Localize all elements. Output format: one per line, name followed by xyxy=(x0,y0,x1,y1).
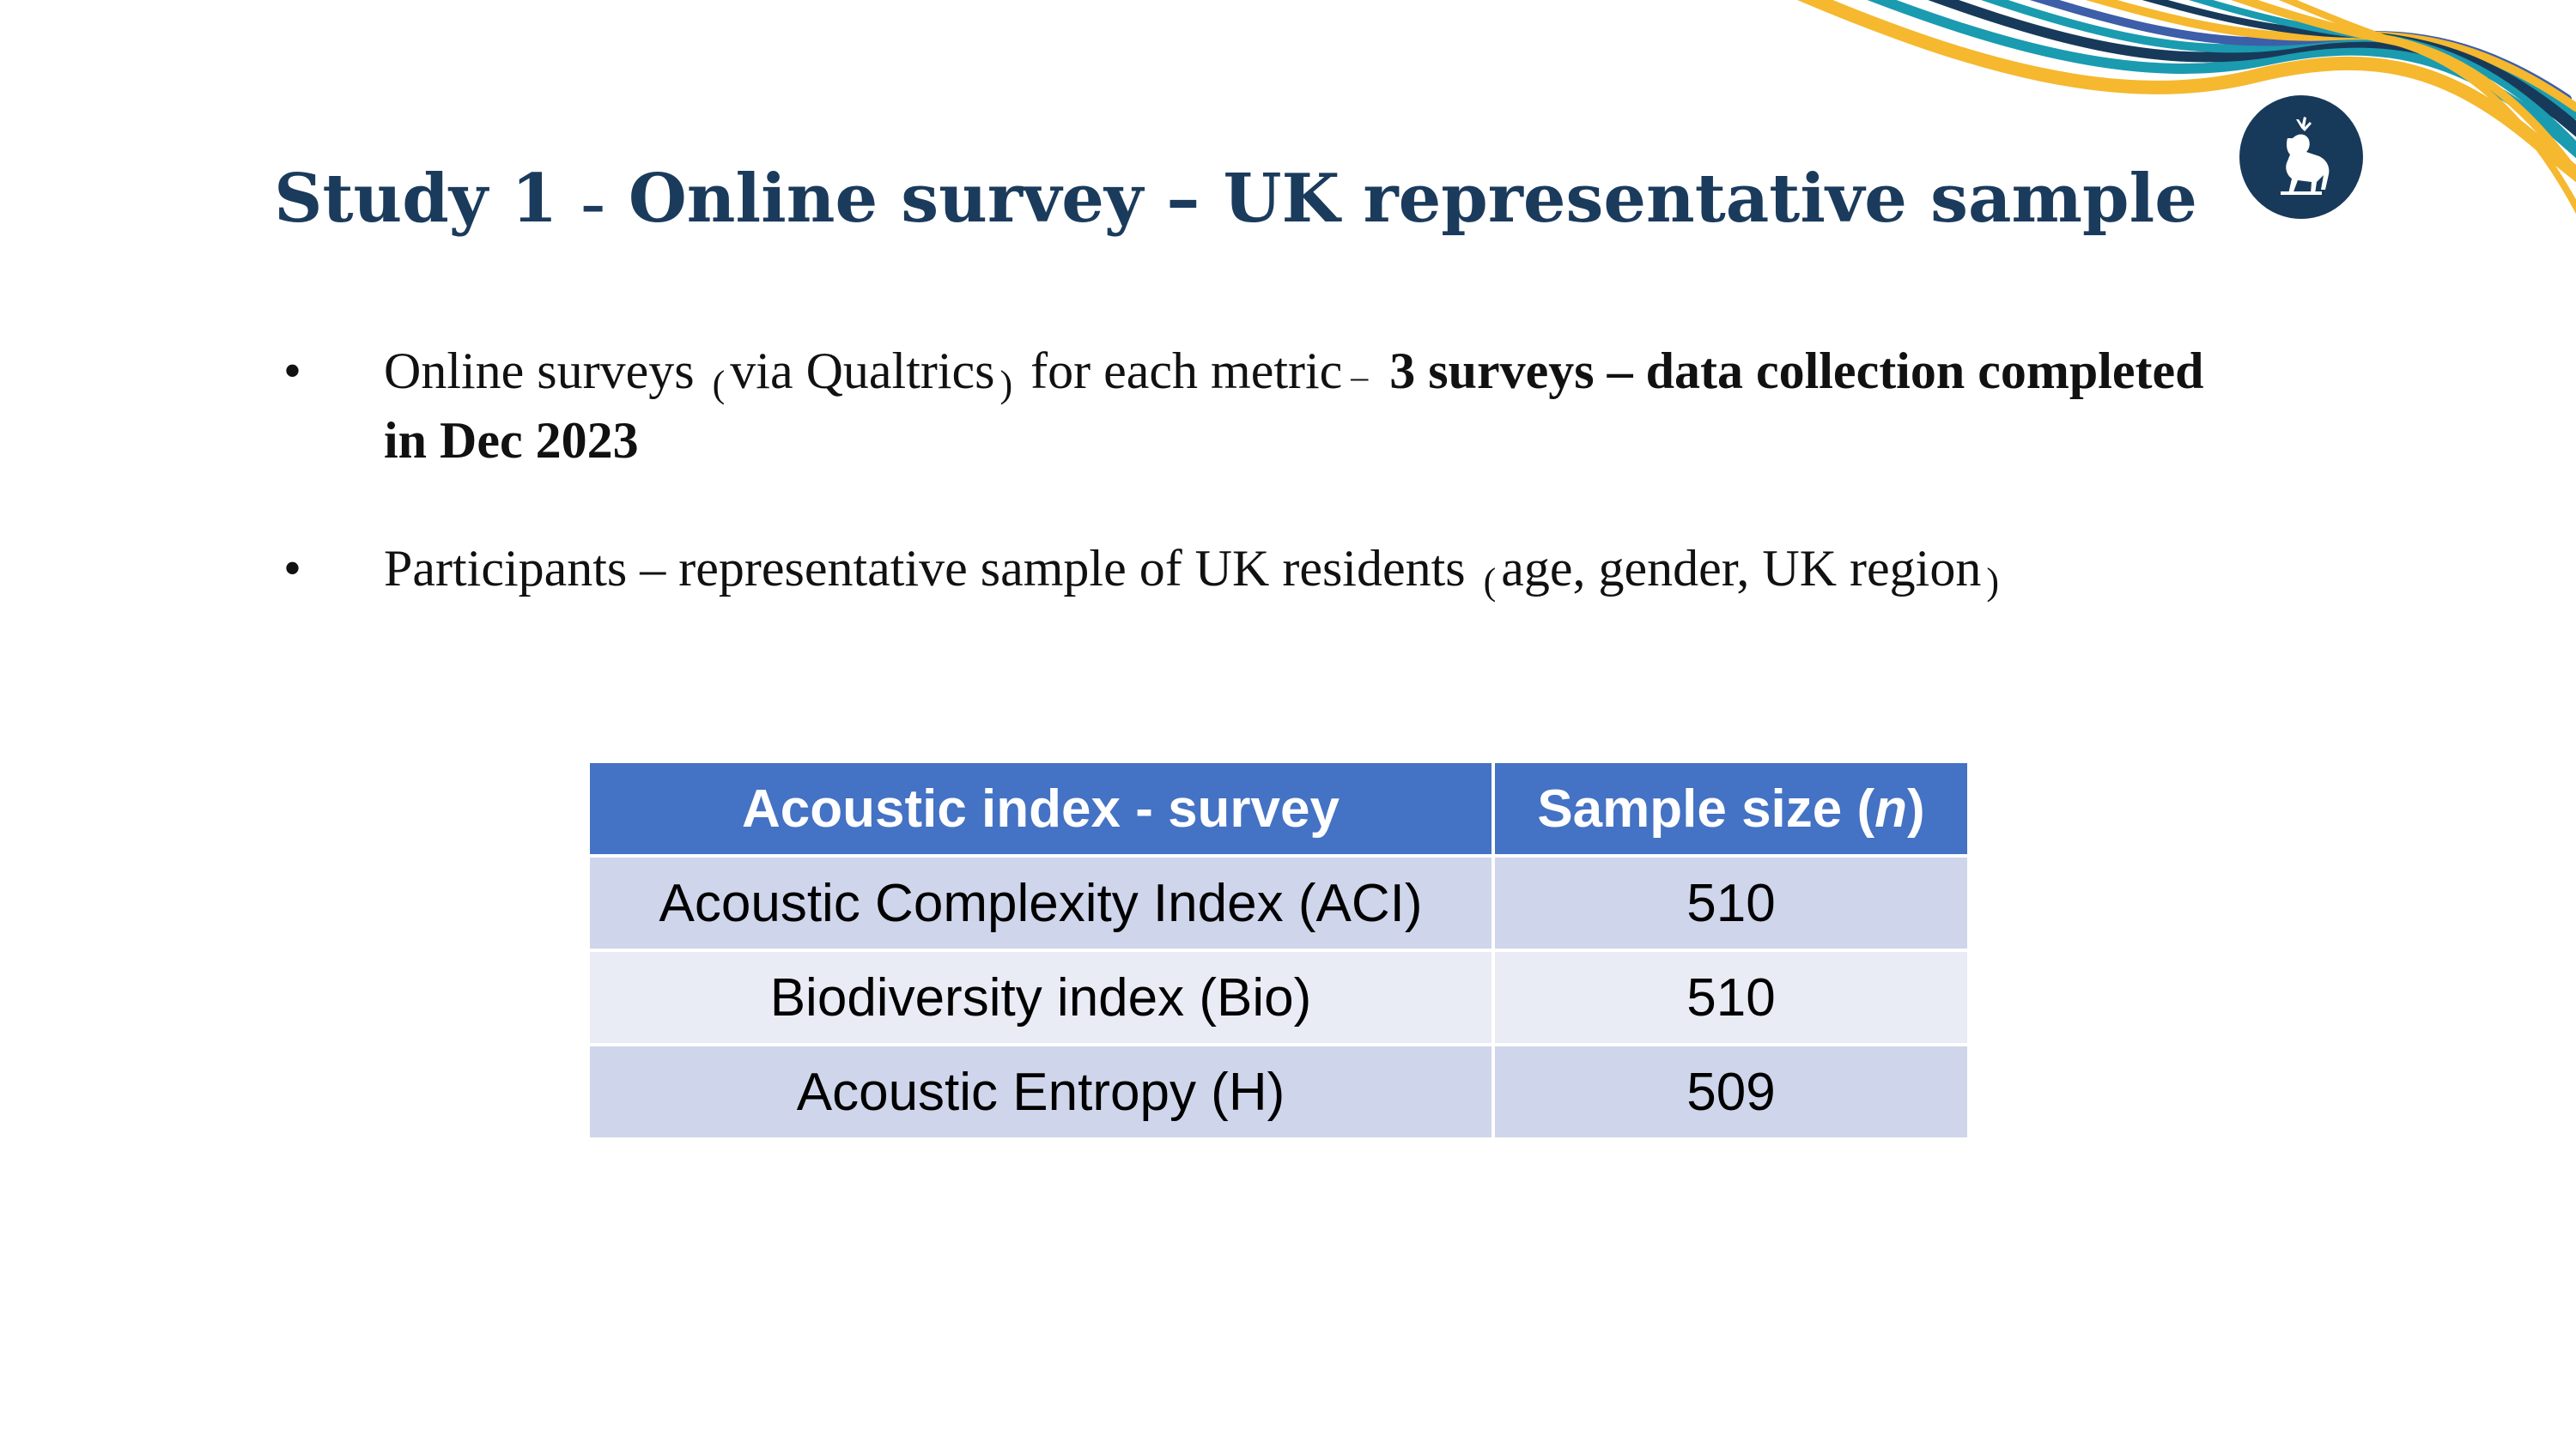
bullet-item-surveys: • Online surveys (via Qualtrics) for eac… xyxy=(283,339,2258,473)
bullet-marker: • xyxy=(283,540,302,597)
stag-crest-icon xyxy=(2281,117,2330,195)
cell-n: 510 xyxy=(1492,854,1971,952)
paren-open: ( xyxy=(712,363,726,405)
table-row: Acoustic Entropy (H) 509 xyxy=(586,1043,1971,1141)
header-sample-size: Sample size (n) xyxy=(1492,760,1971,858)
cell-index: Biodiversity index (Bio) xyxy=(586,949,1495,1046)
title-dash-2: – xyxy=(1166,160,1200,238)
sample-size-table: Acoustic index - survey Sample size (n) … xyxy=(586,760,1971,1141)
title-dash-1: – xyxy=(580,177,605,233)
cell-index: Acoustic Complexity Index (ACI) xyxy=(586,854,1495,952)
paren-close: ) xyxy=(999,363,1013,405)
bullet-bold-text: 3 surveys – data collection completed in… xyxy=(384,343,2204,469)
table-row: Acoustic Complexity Index (ACI) 510 xyxy=(586,854,1971,952)
table-row: Biodiversity index (Bio) 510 xyxy=(586,949,1971,1046)
cell-n: 510 xyxy=(1492,949,1971,1046)
title-part-study: Study 1 xyxy=(274,160,558,238)
header-sample-size-n: n xyxy=(1874,779,1908,839)
header-sample-size-suffix: ) xyxy=(1907,779,1925,839)
bullet-text-b: age, gender, UK region xyxy=(1501,540,1982,597)
bullet-text-b: via Qualtrics xyxy=(730,343,995,399)
header-acoustic-index: Acoustic index - survey xyxy=(586,760,1495,858)
header-sample-size-prefix: Sample size ( xyxy=(1537,779,1875,839)
cell-n: 509 xyxy=(1492,1043,1971,1141)
slide-title: Study 1 – Online survey – UK representat… xyxy=(0,156,2471,248)
title-part-sample: UK representative sample xyxy=(1223,160,2197,238)
title-part-survey: Online survey xyxy=(628,160,1144,238)
bullet-text-a: Online surveys xyxy=(384,343,695,399)
paren-close: ) xyxy=(1986,561,1999,603)
cell-index: Acoustic Entropy (H) xyxy=(586,1043,1495,1141)
bullet-marker: • xyxy=(283,343,302,399)
bullet-text-a: Participants – representative sample of … xyxy=(384,540,1466,597)
sample-size-table-container: Acoustic index - survey Sample size (n) … xyxy=(586,760,1971,1141)
table-header-row: Acoustic index - survey Sample size (n) xyxy=(586,760,1971,858)
paren-open: ( xyxy=(1483,561,1497,603)
bullet-item-participants: • Participants – representative sample o… xyxy=(283,537,2258,605)
bullet-list: • Online surveys (via Qualtrics) for eac… xyxy=(283,339,2258,605)
bullet-text-c: for each metric xyxy=(1030,343,1343,399)
bullet-dash: – xyxy=(1351,357,1369,396)
university-crest-logo xyxy=(2239,95,2363,219)
